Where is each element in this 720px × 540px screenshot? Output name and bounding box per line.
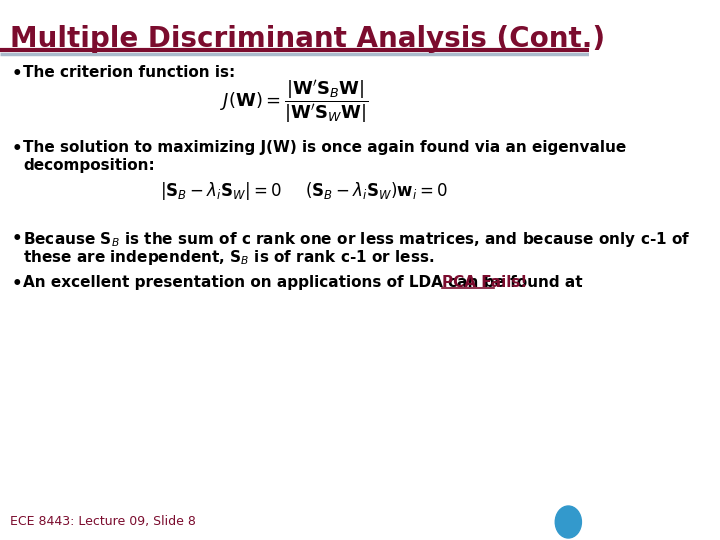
Text: $(\mathbf{S}_B - \lambda_i \mathbf{S}_W)\mathbf{w}_i = 0$: $(\mathbf{S}_B - \lambda_i \mathbf{S}_W)…: [305, 180, 448, 201]
Circle shape: [555, 506, 582, 538]
Text: The solution to maximizing J(W) is once again found via an eigenvalue: The solution to maximizing J(W) is once …: [23, 140, 626, 155]
Text: •: •: [12, 140, 22, 158]
Text: these are independent, S$_B$ is of rank c-1 or less.: these are independent, S$_B$ is of rank …: [23, 248, 434, 267]
Text: Because S$_B$ is the sum of c rank one or less matrices, and because only c-1 of: Because S$_B$ is the sum of c rank one o…: [23, 230, 690, 249]
Text: •: •: [12, 230, 22, 248]
Text: PCA Fails!: PCA Fails!: [441, 275, 527, 290]
Text: $|\mathbf{S}_B - \lambda_i \mathbf{S}_W| = 0$: $|\mathbf{S}_B - \lambda_i \mathbf{S}_W|…: [160, 180, 282, 202]
Text: An excellent presentation on applications of LDA can be found at: An excellent presentation on application…: [23, 275, 588, 290]
Text: $J(\mathbf{W}) = \dfrac{|\mathbf{W}'\mathbf{S}_B\mathbf{W}|}{|\mathbf{W}'\mathbf: $J(\mathbf{W}) = \dfrac{|\mathbf{W}'\mat…: [220, 78, 369, 125]
Text: The criterion function is:: The criterion function is:: [23, 65, 235, 80]
Text: ECE 8443: Lecture 09, Slide 8: ECE 8443: Lecture 09, Slide 8: [10, 515, 196, 528]
Text: •: •: [12, 275, 22, 293]
Text: •: •: [12, 65, 22, 83]
Text: Multiple Discriminant Analysis (Cont.): Multiple Discriminant Analysis (Cont.): [10, 25, 605, 53]
Text: decomposition:: decomposition:: [23, 158, 155, 173]
